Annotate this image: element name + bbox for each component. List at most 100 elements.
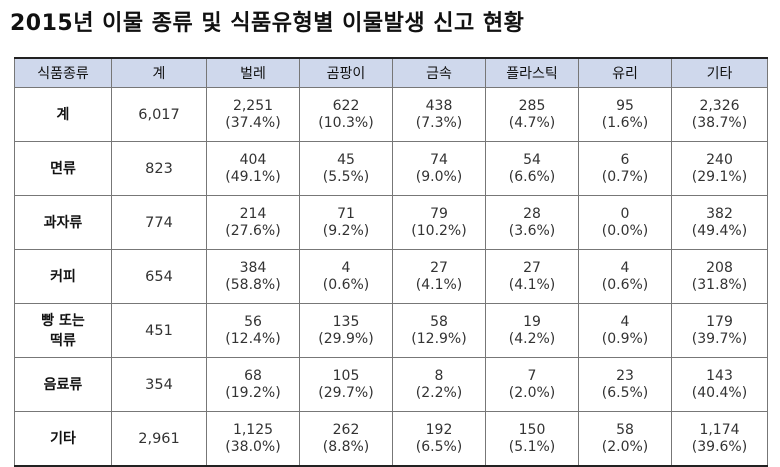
- cell-percentage: (6.5%): [601, 384, 649, 401]
- column-header: 벌레: [206, 57, 300, 88]
- cell-count: 74: [430, 151, 448, 168]
- cell-count: 68: [244, 367, 262, 384]
- table-cell: 1,174 (39.6%): [671, 411, 768, 467]
- table-cell: 95 (1.6%): [578, 87, 672, 142]
- cell-percentage: (0.6%): [601, 276, 649, 293]
- table-cell: 4 (0.6%): [578, 249, 672, 304]
- table-body: 계 6,017 2,251 (37.4%) 622 (10.3%) 438 (7.3%) 285…: [14, 87, 768, 467]
- table-cell: 214 (27.6%): [206, 195, 300, 250]
- cell-count: 2,326: [699, 97, 740, 114]
- cell-count: 2,251: [232, 97, 274, 114]
- cell-count: 28: [523, 205, 541, 222]
- cell-count: 143: [706, 367, 733, 384]
- table-row: 커피 654 384 (58.8%) 4 (0.6%) 27 (4.1%) 27 (4.1%) 4(…: [14, 249, 768, 304]
- cell-percentage: (4.2%): [508, 330, 556, 347]
- cell-count: 95: [616, 97, 634, 114]
- column-header: 곰팡이: [299, 57, 393, 88]
- header-row: 식품종류 계 벌레 곰팡이 금속 플라스틱 유리 기타: [14, 57, 768, 88]
- table-cell: 58 (2.0%): [578, 411, 672, 467]
- table-cell: 7 (2.0%): [485, 357, 579, 412]
- cell-count: 622: [332, 97, 360, 114]
- cell-percentage: (2.0%): [601, 438, 649, 455]
- cell-count: 285: [518, 97, 546, 114]
- row-label: 과자류: [14, 195, 112, 250]
- row-label: 빵 또는 떡류: [14, 303, 112, 358]
- row-label: 커피: [14, 249, 112, 304]
- table-cell: 71 (9.2%): [299, 195, 393, 250]
- table-cell: 56 (12.4%): [206, 303, 300, 358]
- cell-percentage: (31.8%): [691, 276, 748, 293]
- cell-percentage: (9.0%): [415, 168, 463, 185]
- table-cell: 622 (10.3%): [299, 87, 393, 142]
- cell-count: 0: [620, 205, 630, 222]
- table-cell: 135 (29.9%): [299, 303, 393, 358]
- cell-percentage: (10.2%): [411, 222, 467, 239]
- table-cell: 4 (0.6%): [299, 249, 393, 304]
- page-title: 2015년 이물 종류 및 식품유형별 이물발생 신고 현황: [10, 11, 525, 36]
- cell-percentage: (4.1%): [508, 276, 556, 293]
- cell-percentage: (9.2%): [322, 222, 370, 239]
- row-label: 면류: [14, 141, 112, 196]
- cell-percentage: (7.3%): [415, 114, 463, 131]
- table-cell: 68 (19.2%): [206, 357, 300, 412]
- cell-percentage: (0.7%): [601, 168, 649, 185]
- cell-percentage: (2.0%): [508, 384, 556, 401]
- cell-count: 1,125: [232, 421, 274, 438]
- cell-percentage: (39.6%): [691, 438, 748, 455]
- table-cell: 150 (5.1%): [485, 411, 579, 467]
- row-total: 774: [111, 195, 207, 250]
- cell-count: 4: [341, 259, 351, 276]
- cell-percentage: (19.2%): [225, 384, 281, 401]
- cell-count: 404: [239, 151, 267, 168]
- cell-percentage: (6.5%): [415, 438, 463, 455]
- table-cell: 27 (4.1%): [485, 249, 579, 304]
- cell-count: 27: [430, 259, 448, 276]
- table-cell: 0 (0.0%): [578, 195, 672, 250]
- cell-count: 4: [620, 259, 630, 276]
- table-cell: 384 (58.8%): [206, 249, 300, 304]
- row-label: 기타: [14, 411, 112, 467]
- row-total: 451: [111, 303, 207, 358]
- cell-count: 56: [244, 313, 262, 330]
- table-row: 기타 2,961 1,125 (38.0%) 262 (8.8%) 192 (6.5%) 150…: [14, 411, 768, 467]
- cell-percentage: (0.0%): [601, 222, 649, 239]
- table-cell: 19 (4.2%): [485, 303, 579, 358]
- cell-percentage: (10.3%): [318, 114, 374, 131]
- cell-percentage: (1.6%): [601, 114, 649, 131]
- table-row: 면류 823 404 (49.1%) 45 (5.5%) 74 (9.0%) 54 (6.6%) 6…: [14, 141, 768, 196]
- cell-count: 7: [527, 367, 537, 384]
- cell-percentage: (49.1%): [225, 168, 281, 185]
- table-row: 과자류 774 214 (27.6%) 71 (9.2%) 79 (10.2%) 28 (3.6%…: [14, 195, 768, 250]
- cell-count: 208: [706, 259, 733, 276]
- table-cell: 2,326 (38.7%): [671, 87, 768, 142]
- cell-percentage: (38.0%): [225, 438, 281, 455]
- cell-count: 19: [523, 313, 541, 330]
- cell-count: 135: [332, 313, 360, 330]
- cell-percentage: (2.2%): [415, 384, 463, 401]
- table-cell: 4 (0.9%): [578, 303, 672, 358]
- row-total: 354: [111, 357, 207, 412]
- table-row: 음료류 354 68 (19.2%) 105 (29.7%) 8 (2.2%) 7 (2.0%) 2…: [14, 357, 768, 412]
- cell-count: 79: [430, 205, 448, 222]
- cell-count: 438: [425, 97, 453, 114]
- cell-percentage: (39.7%): [691, 330, 748, 347]
- table-cell: 8 (2.2%): [392, 357, 486, 412]
- cell-percentage: (29.1%): [691, 168, 748, 185]
- cell-percentage: (49.4%): [691, 222, 748, 239]
- table-cell: 27 (4.1%): [392, 249, 486, 304]
- cell-percentage: (4.7%): [508, 114, 556, 131]
- row-total: 6,017: [111, 87, 207, 142]
- table-cell: 2,251 (37.4%): [206, 87, 300, 142]
- table-cell: 404 (49.1%): [206, 141, 300, 196]
- table-cell: 105 (29.7%): [299, 357, 393, 412]
- cell-count: 58: [616, 421, 634, 438]
- cell-percentage: (12.4%): [225, 330, 281, 347]
- table-cell: 54 (6.6%): [485, 141, 579, 196]
- cell-percentage: (6.6%): [508, 168, 556, 185]
- cell-count: 71: [337, 205, 355, 222]
- table-cell: 285 (4.7%): [485, 87, 579, 142]
- row-label: 계: [14, 87, 112, 142]
- cell-count: 262: [332, 421, 360, 438]
- cell-percentage: (8.8%): [322, 438, 370, 455]
- table-cell: 179 (39.7%): [671, 303, 768, 358]
